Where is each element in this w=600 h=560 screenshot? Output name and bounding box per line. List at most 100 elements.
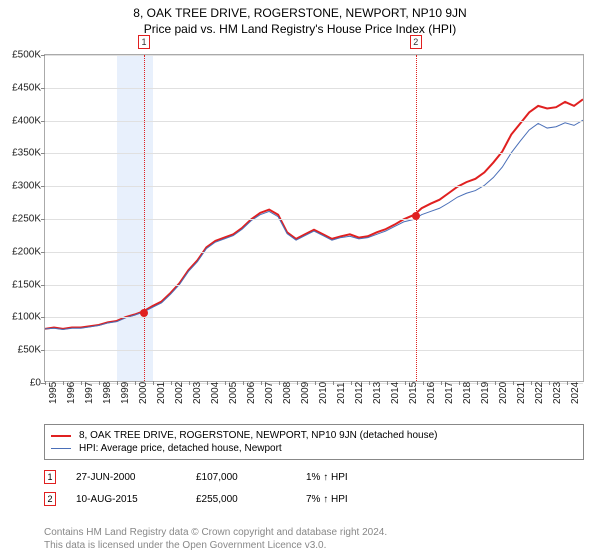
x-axis-label: 2022 [534, 382, 545, 404]
x-axis-label: 1996 [66, 382, 77, 404]
legend-swatch [51, 448, 71, 449]
gridline [45, 153, 583, 154]
chart-subtitle: Price paid vs. HM Land Registry's House … [0, 20, 600, 42]
x-tick [279, 381, 280, 385]
sale-diff: 1% ↑ HPI [306, 472, 406, 483]
x-tick [315, 381, 316, 385]
x-axis-label: 2015 [408, 382, 419, 404]
x-tick [171, 381, 172, 385]
gridline [45, 252, 583, 253]
x-tick [441, 381, 442, 385]
y-tick [41, 88, 45, 89]
x-tick [153, 381, 154, 385]
x-tick [135, 381, 136, 385]
y-axis-label: £300K [1, 181, 41, 192]
x-axis-label: 2005 [228, 382, 239, 404]
x-axis-label: 2002 [174, 382, 185, 404]
x-axis-label: 2023 [552, 382, 563, 404]
sale-price: £255,000 [196, 494, 306, 505]
x-axis-label: 2020 [498, 382, 509, 404]
y-tick [41, 317, 45, 318]
x-axis-label: 2021 [516, 382, 527, 404]
x-tick [189, 381, 190, 385]
x-axis-label: 2000 [138, 382, 149, 404]
x-tick [45, 381, 46, 385]
chart-title: 8, OAK TREE DRIVE, ROGERSTONE, NEWPORT, … [0, 0, 600, 20]
y-axis-label: £150K [1, 279, 41, 290]
y-tick [41, 350, 45, 351]
sale-date: 10-AUG-2015 [76, 494, 196, 505]
x-axis-label: 2004 [210, 382, 221, 404]
marker-badge: 1 [138, 35, 150, 49]
y-axis-label: £400K [1, 115, 41, 126]
sale-price: £107,000 [196, 472, 306, 483]
sale-badge: 2 [44, 492, 56, 506]
x-axis-label: 2019 [480, 382, 491, 404]
x-tick [369, 381, 370, 385]
sale-date: 27-JUN-2000 [76, 472, 196, 483]
x-tick [297, 381, 298, 385]
x-axis-label: 2001 [156, 382, 167, 404]
x-tick [513, 381, 514, 385]
y-tick [41, 186, 45, 187]
gridline [45, 121, 583, 122]
y-tick [41, 285, 45, 286]
y-tick [41, 153, 45, 154]
x-tick [99, 381, 100, 385]
gridline [45, 285, 583, 286]
gridline [45, 186, 583, 187]
y-axis-label: £200K [1, 246, 41, 257]
x-tick [81, 381, 82, 385]
marker-dot [140, 309, 148, 317]
gridline [45, 350, 583, 351]
legend: 8, OAK TREE DRIVE, ROGERSTONE, NEWPORT, … [44, 424, 584, 460]
x-tick [495, 381, 496, 385]
x-tick [387, 381, 388, 385]
x-tick [351, 381, 352, 385]
x-tick [117, 381, 118, 385]
x-axis-label: 1999 [120, 382, 131, 404]
footer-line2: This data is licensed under the Open Gov… [44, 539, 584, 552]
x-tick [63, 381, 64, 385]
sale-row: 210-AUG-2015£255,0007% ↑ HPI [44, 488, 584, 510]
y-tick [41, 55, 45, 56]
gridline [45, 55, 583, 56]
x-axis-label: 2018 [462, 382, 473, 404]
x-axis-label: 2017 [444, 382, 455, 404]
x-tick [243, 381, 244, 385]
x-tick [531, 381, 532, 385]
x-axis-label: 2006 [246, 382, 257, 404]
y-axis-label: £450K [1, 82, 41, 93]
y-axis-label: £250K [1, 214, 41, 225]
legend-item: 8, OAK TREE DRIVE, ROGERSTONE, NEWPORT, … [51, 429, 577, 442]
x-axis-label: 2009 [300, 382, 311, 404]
x-axis-label: 2010 [318, 382, 329, 404]
x-tick [459, 381, 460, 385]
y-axis-label: £0 [1, 378, 41, 389]
sale-badge: 1 [44, 470, 56, 484]
y-axis-label: £350K [1, 148, 41, 159]
footer-line1: Contains HM Land Registry data © Crown c… [44, 526, 584, 539]
y-tick [41, 121, 45, 122]
gridline [45, 219, 583, 220]
y-tick [41, 219, 45, 220]
chart-wrap: £0£50K£100K£150K£200K£250K£300K£350K£400… [44, 44, 584, 404]
x-axis-label: 1997 [84, 382, 95, 404]
series-address [45, 99, 583, 328]
x-axis-label: 2014 [390, 382, 401, 404]
marker-line [144, 55, 145, 381]
gridline [45, 88, 583, 89]
legend-swatch [51, 435, 71, 437]
plot-area: £0£50K£100K£150K£200K£250K£300K£350K£400… [44, 54, 584, 382]
x-tick [261, 381, 262, 385]
x-tick [333, 381, 334, 385]
y-axis-label: £100K [1, 312, 41, 323]
y-tick [41, 252, 45, 253]
x-axis-label: 2016 [426, 382, 437, 404]
y-axis-label: £500K [1, 50, 41, 61]
y-axis-label: £50K [1, 345, 41, 356]
x-axis-label: 1995 [48, 382, 59, 404]
sales-table: 1 27-JUN-2000£107,0001% ↑ HPI 2 10-AUG-2015… [44, 466, 584, 510]
gridline [45, 317, 583, 318]
footer: Contains HM Land Registry data © Crown c… [44, 526, 584, 552]
